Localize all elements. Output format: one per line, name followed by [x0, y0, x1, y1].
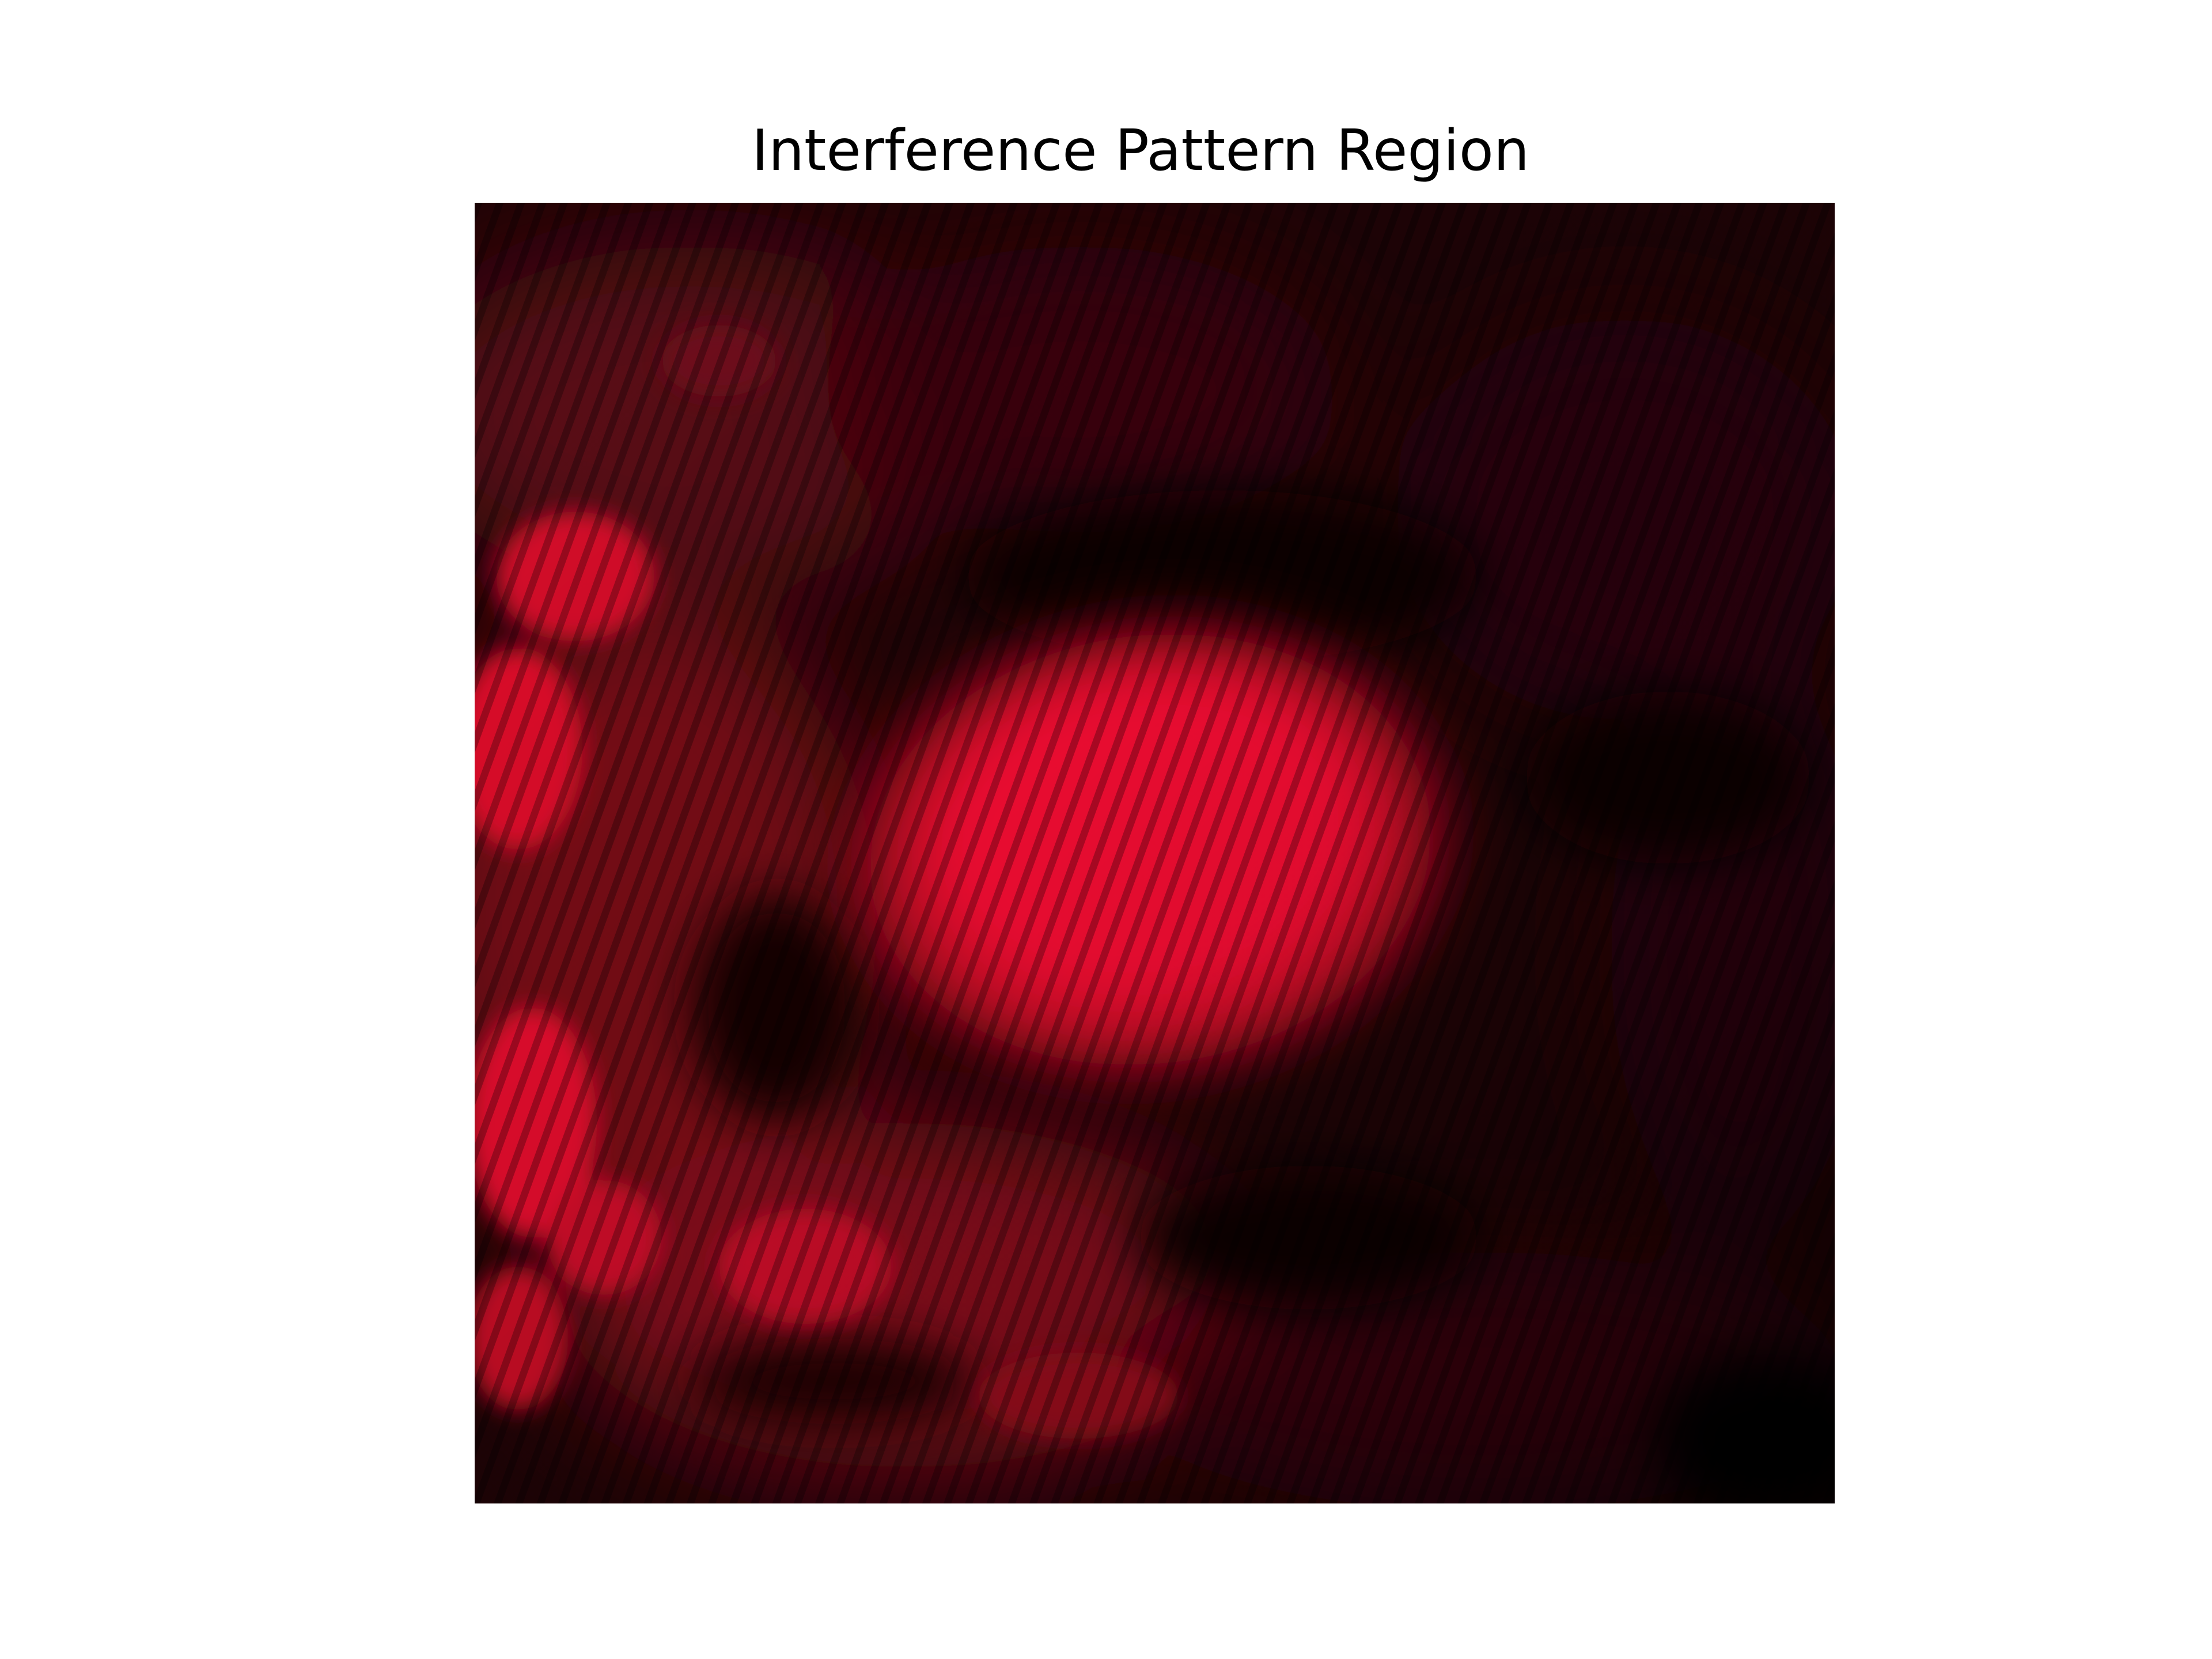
interference-photo-svg [475, 203, 1835, 1503]
interference-photo [475, 203, 1835, 1503]
figure-title: Interference Pattern Region [752, 118, 1529, 184]
